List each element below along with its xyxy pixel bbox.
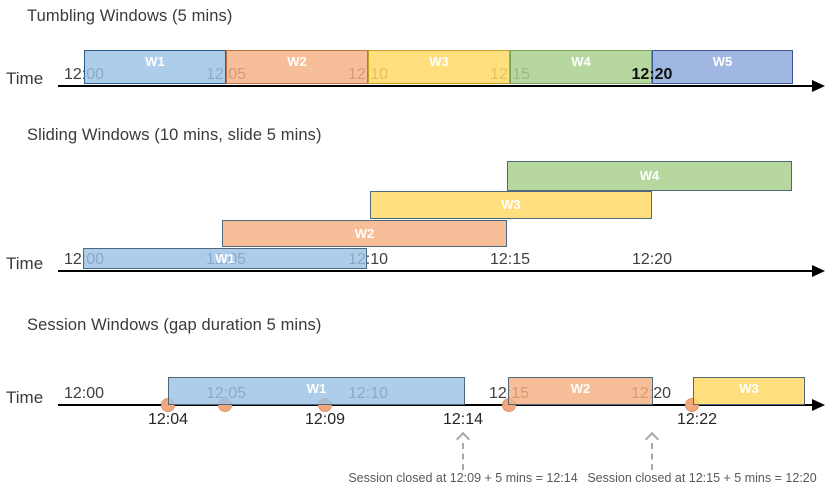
section-title: Tumbling Windows (5 mins) xyxy=(27,7,233,25)
window-box-w5: W5 xyxy=(652,50,793,84)
session-close-arrowhead-icon xyxy=(455,431,471,447)
event-time-label: 12:22 xyxy=(676,411,718,428)
axis-tick-label: 12:00 xyxy=(63,385,105,402)
window-box-w2: W2 xyxy=(226,50,368,84)
window-label: W2 xyxy=(287,54,307,69)
axis-tick-label: 12:15 xyxy=(489,251,531,268)
window-box-w4: W4 xyxy=(507,161,792,191)
window-label: W1 xyxy=(306,381,327,396)
time-axis-label: Time xyxy=(6,388,44,407)
axis-arrowhead-icon xyxy=(812,265,825,277)
session-close-arrow-icon xyxy=(462,443,464,470)
window-box-w1: W1 xyxy=(84,50,226,84)
window-box-w1: W1 xyxy=(168,377,465,405)
window-box-w1: W1 xyxy=(83,248,367,269)
window-box-w3: W3 xyxy=(370,191,652,219)
window-label: W3 xyxy=(501,197,521,212)
window-label: W1 xyxy=(145,54,165,69)
event-time-label: 12:09 xyxy=(304,411,346,428)
session-close-annotation: Session closed at 12:09 + 5 mins = 12:14 xyxy=(348,471,578,485)
session-close-annotation: Session closed at 12:15 + 5 mins = 12:20 xyxy=(587,471,817,485)
session-close-arrow-icon xyxy=(651,443,653,470)
window-label: W3 xyxy=(739,381,759,396)
window-label: W4 xyxy=(639,168,660,183)
window-box-w3: W3 xyxy=(693,377,805,405)
window-label: W1 xyxy=(215,250,235,266)
axis-tick-label: 12:20 xyxy=(631,251,673,268)
window-label: W2 xyxy=(570,381,591,396)
time-axis-label: Time xyxy=(6,254,44,273)
window-label: W2 xyxy=(354,225,375,241)
time-axis xyxy=(58,85,812,87)
section-title: Session Windows (gap duration 5 mins) xyxy=(27,316,322,334)
section-title: Sliding Windows (10 mins, slide 5 mins) xyxy=(27,126,322,144)
event-time-label: 12:14 xyxy=(442,411,484,428)
window-label: W5 xyxy=(712,54,733,69)
time-axis-label: Time xyxy=(6,69,44,88)
session-close-arrowhead-icon xyxy=(644,431,660,447)
window-box-w3: W3 xyxy=(368,50,510,84)
axis-tick-label: 12:20 xyxy=(631,66,673,83)
time-axis xyxy=(58,270,812,272)
window-box-w2: W2 xyxy=(222,220,507,247)
window-label: W4 xyxy=(571,54,591,69)
window-box-w4: W4 xyxy=(510,50,652,84)
axis-arrowhead-icon xyxy=(812,80,825,92)
window-label: W3 xyxy=(429,54,449,69)
time-axis xyxy=(58,404,812,406)
axis-arrowhead-icon xyxy=(812,399,825,411)
event-time-label: 12:04 xyxy=(147,411,189,428)
window-box-w2: W2 xyxy=(508,377,653,405)
